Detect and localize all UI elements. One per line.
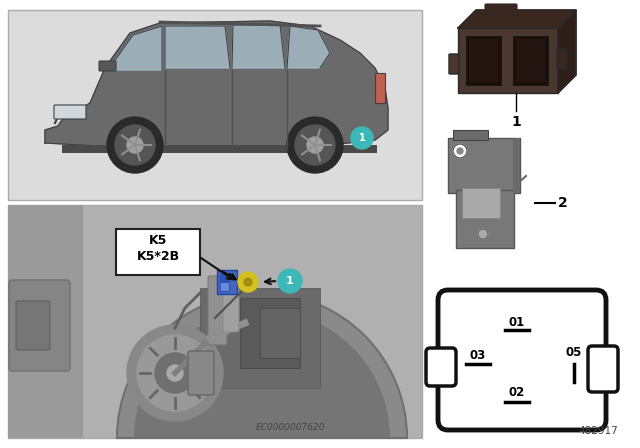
Text: 1: 1 bbox=[286, 276, 294, 286]
FancyBboxPatch shape bbox=[513, 36, 548, 85]
Circle shape bbox=[307, 137, 323, 153]
Polygon shape bbox=[287, 26, 330, 68]
Polygon shape bbox=[558, 10, 576, 93]
Circle shape bbox=[167, 365, 183, 381]
FancyBboxPatch shape bbox=[466, 36, 501, 85]
Polygon shape bbox=[108, 26, 162, 70]
FancyBboxPatch shape bbox=[513, 138, 520, 193]
Text: 03: 03 bbox=[470, 349, 486, 362]
FancyBboxPatch shape bbox=[449, 54, 459, 74]
Polygon shape bbox=[45, 21, 388, 151]
FancyBboxPatch shape bbox=[54, 105, 86, 119]
FancyBboxPatch shape bbox=[116, 229, 200, 275]
FancyBboxPatch shape bbox=[8, 205, 83, 438]
FancyBboxPatch shape bbox=[220, 281, 228, 290]
Circle shape bbox=[127, 137, 143, 153]
Polygon shape bbox=[232, 25, 285, 68]
FancyBboxPatch shape bbox=[469, 39, 498, 82]
Text: 1: 1 bbox=[358, 133, 365, 143]
FancyBboxPatch shape bbox=[223, 283, 239, 332]
Circle shape bbox=[287, 117, 343, 173]
FancyBboxPatch shape bbox=[217, 270, 237, 294]
Text: 482917: 482917 bbox=[579, 426, 618, 436]
Polygon shape bbox=[165, 26, 230, 68]
Wedge shape bbox=[134, 310, 390, 438]
Circle shape bbox=[453, 144, 467, 158]
Circle shape bbox=[351, 127, 373, 149]
FancyBboxPatch shape bbox=[208, 276, 227, 345]
Text: 05: 05 bbox=[566, 345, 582, 358]
Circle shape bbox=[278, 269, 302, 293]
Text: 01: 01 bbox=[509, 315, 525, 328]
Text: 2: 2 bbox=[558, 196, 568, 210]
Circle shape bbox=[238, 272, 258, 292]
FancyBboxPatch shape bbox=[99, 61, 116, 71]
FancyBboxPatch shape bbox=[458, 28, 558, 93]
Circle shape bbox=[137, 335, 213, 411]
Circle shape bbox=[457, 148, 463, 154]
Circle shape bbox=[478, 229, 488, 239]
Wedge shape bbox=[117, 293, 407, 438]
FancyBboxPatch shape bbox=[557, 49, 567, 69]
Circle shape bbox=[244, 278, 252, 286]
FancyBboxPatch shape bbox=[485, 4, 517, 16]
FancyBboxPatch shape bbox=[516, 39, 545, 82]
FancyBboxPatch shape bbox=[456, 190, 514, 248]
FancyBboxPatch shape bbox=[8, 10, 422, 200]
FancyBboxPatch shape bbox=[426, 348, 456, 386]
FancyBboxPatch shape bbox=[220, 273, 228, 280]
FancyBboxPatch shape bbox=[588, 346, 618, 392]
FancyBboxPatch shape bbox=[9, 280, 70, 371]
Text: 02: 02 bbox=[509, 385, 525, 399]
FancyBboxPatch shape bbox=[200, 288, 320, 388]
Circle shape bbox=[107, 117, 163, 173]
FancyBboxPatch shape bbox=[448, 138, 520, 193]
Circle shape bbox=[127, 325, 223, 421]
Polygon shape bbox=[458, 10, 576, 28]
FancyBboxPatch shape bbox=[375, 73, 385, 103]
Text: EC0000007620: EC0000007620 bbox=[255, 423, 324, 432]
Circle shape bbox=[295, 125, 335, 165]
FancyBboxPatch shape bbox=[8, 205, 422, 438]
Text: K5: K5 bbox=[149, 233, 167, 246]
Text: K5*2B: K5*2B bbox=[136, 250, 180, 263]
FancyBboxPatch shape bbox=[462, 188, 500, 218]
FancyBboxPatch shape bbox=[430, 0, 640, 448]
Circle shape bbox=[115, 125, 155, 165]
Circle shape bbox=[155, 353, 195, 393]
FancyBboxPatch shape bbox=[62, 145, 377, 153]
FancyBboxPatch shape bbox=[438, 290, 606, 430]
Text: 1: 1 bbox=[511, 115, 521, 129]
FancyBboxPatch shape bbox=[188, 351, 214, 395]
FancyBboxPatch shape bbox=[453, 130, 488, 140]
FancyBboxPatch shape bbox=[240, 298, 300, 368]
FancyBboxPatch shape bbox=[16, 301, 50, 350]
FancyBboxPatch shape bbox=[260, 308, 300, 358]
